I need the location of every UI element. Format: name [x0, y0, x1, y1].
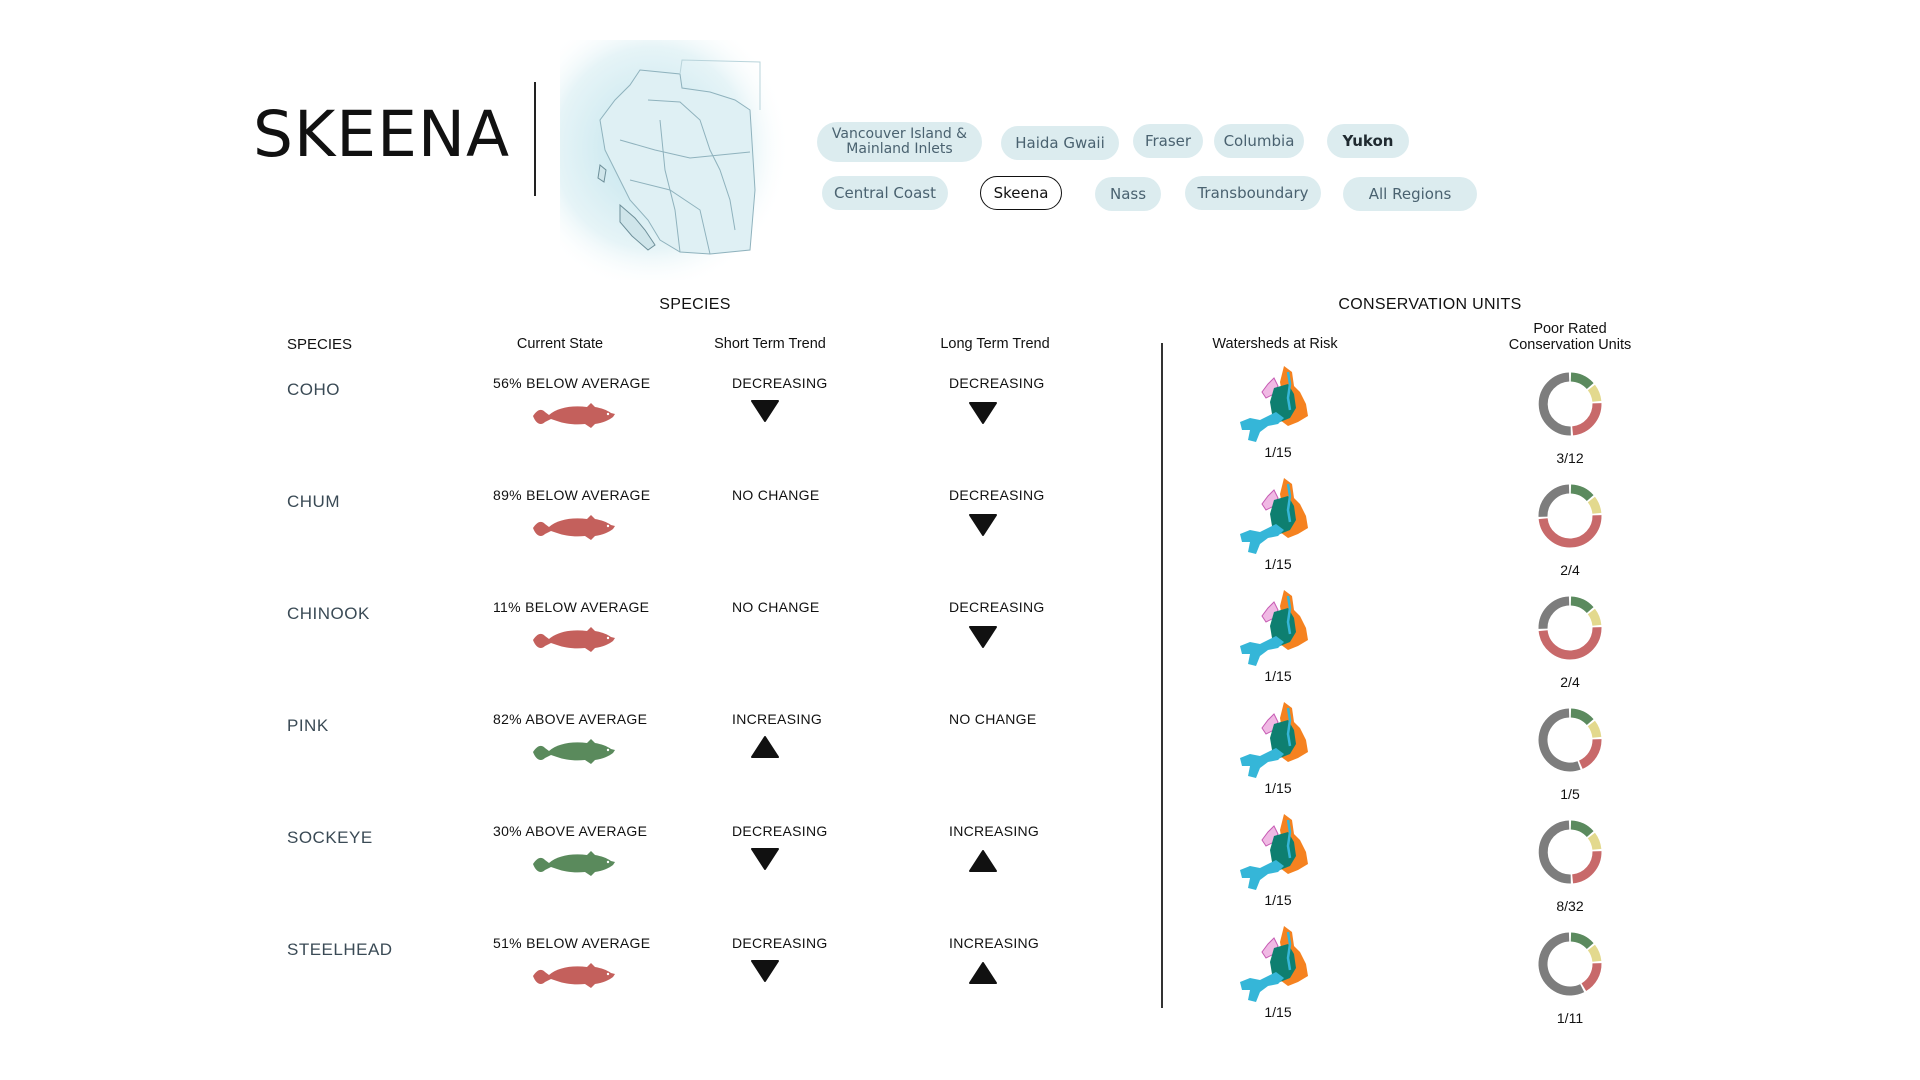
watersheds-at-risk-ratio: 1/15	[1264, 892, 1292, 908]
current-state-text: 30% ABOVE AVERAGE	[493, 823, 648, 839]
watersheds-at-risk-ratio: 1/15	[1264, 668, 1292, 684]
long-term-trend-text: INCREASING	[949, 935, 1040, 951]
short-term-trend-text: NO CHANGE	[732, 599, 820, 615]
watersheds-at-risk-ratio: 1/15	[1264, 444, 1292, 460]
conservation-unit-donut	[1534, 368, 1606, 440]
down-arrow-icon	[968, 512, 998, 538]
short-term-trend-text: NO CHANGE	[732, 487, 820, 503]
poor-rated-cu-ratio: 3/12	[1556, 450, 1584, 466]
species-name: STEELHEAD	[287, 940, 393, 959]
header-watersheds-at-risk: Watersheds at Risk	[1212, 336, 1338, 352]
header-species: SPECIES	[287, 336, 353, 353]
poor-rated-cu-ratio: 2/4	[1560, 674, 1580, 690]
long-term-trend-text: DECREASING	[949, 375, 1045, 391]
down-arrow-icon	[750, 958, 780, 984]
poor-rated-cu-ratio: 1/11	[1556, 1010, 1584, 1026]
salmon-icon	[531, 514, 617, 542]
up-arrow-icon	[968, 848, 998, 874]
title-divider	[534, 82, 536, 196]
watershed-map-icon	[1238, 476, 1324, 556]
species-name: CHUM	[287, 492, 340, 511]
watersheds-at-risk-ratio: 1/15	[1264, 780, 1292, 796]
cu-section-title: CONSERVATION UNITS	[1338, 296, 1522, 313]
salmon-icon	[531, 402, 617, 430]
species-section-title: SPECIES	[659, 296, 731, 313]
region-button-central-coast[interactable]: Central Coast	[822, 176, 948, 210]
long-term-trend-text: INCREASING	[949, 823, 1040, 839]
page-title: SKEENA	[253, 98, 511, 171]
long-term-trend-text: NO CHANGE	[949, 711, 1037, 727]
section-divider	[1161, 343, 1163, 1008]
header-long-term-trend: Long Term Trend	[940, 336, 1050, 352]
salmon-icon	[531, 738, 617, 766]
down-arrow-icon	[750, 846, 780, 872]
header-poor-rated-cu: Poor Rated Conservation Units	[1508, 321, 1632, 353]
conservation-unit-donut	[1534, 592, 1606, 664]
up-arrow-icon	[968, 960, 998, 986]
conservation-unit-donut	[1534, 816, 1606, 888]
short-term-trend-text: DECREASING	[732, 935, 828, 951]
header-short-term-trend: Short Term Trend	[714, 336, 826, 352]
short-term-trend-text: DECREASING	[732, 375, 828, 391]
watershed-map-icon	[1238, 812, 1324, 892]
bc-map-icon	[560, 40, 790, 280]
current-state-text: 89% BELOW AVERAGE	[493, 487, 651, 503]
species-name: SOCKEYE	[287, 828, 373, 847]
down-arrow-icon	[750, 398, 780, 424]
region-button-vancouver-island[interactable]: Vancouver Island & Mainland Inlets	[817, 122, 982, 162]
watersheds-at-risk-ratio: 1/15	[1264, 1004, 1292, 1020]
salmon-icon	[531, 962, 617, 990]
watershed-map-icon	[1238, 924, 1324, 1004]
watershed-map-icon	[1238, 364, 1324, 444]
conservation-unit-donut	[1534, 928, 1606, 1000]
watersheds-at-risk-ratio: 1/15	[1264, 556, 1292, 572]
current-state-text: 82% ABOVE AVERAGE	[493, 711, 648, 727]
poor-rated-cu-ratio: 2/4	[1560, 562, 1580, 578]
region-button-nass[interactable]: Nass	[1095, 177, 1161, 211]
poor-rated-cu-ratio: 1/5	[1560, 786, 1580, 802]
region-button-columbia[interactable]: Columbia	[1214, 124, 1304, 158]
salmon-icon	[531, 850, 617, 878]
watershed-map-icon	[1238, 588, 1324, 668]
region-button-fraser[interactable]: Fraser	[1133, 124, 1203, 158]
region-button-all-regions[interactable]: All Regions	[1343, 177, 1477, 211]
header-current-state: Current State	[516, 336, 604, 352]
long-term-trend-text: DECREASING	[949, 487, 1045, 503]
long-term-trend-text: DECREASING	[949, 599, 1045, 615]
species-name: COHO	[287, 380, 340, 399]
down-arrow-icon	[968, 400, 998, 426]
short-term-trend-text: DECREASING	[732, 823, 828, 839]
region-button-haida-gwaii[interactable]: Haida Gwaii	[1001, 126, 1119, 160]
species-name: PINK	[287, 716, 329, 735]
salmon-icon	[531, 626, 617, 654]
region-button-skeena[interactable]: Skeena	[980, 176, 1062, 210]
current-state-text: 11% BELOW AVERAGE	[493, 599, 650, 615]
region-button-yukon[interactable]: Yukon	[1327, 124, 1409, 158]
poor-rated-cu-ratio: 8/32	[1556, 898, 1584, 914]
current-state-text: 56% BELOW AVERAGE	[493, 375, 651, 391]
region-button-transboundary[interactable]: Transboundary	[1185, 176, 1321, 210]
down-arrow-icon	[968, 624, 998, 650]
up-arrow-icon	[750, 734, 780, 760]
conservation-unit-donut	[1534, 480, 1606, 552]
current-state-text: 51% BELOW AVERAGE	[493, 935, 651, 951]
watershed-map-icon	[1238, 700, 1324, 780]
species-name: CHINOOK	[287, 604, 370, 623]
conservation-unit-donut	[1534, 704, 1606, 776]
short-term-trend-text: INCREASING	[732, 711, 823, 727]
